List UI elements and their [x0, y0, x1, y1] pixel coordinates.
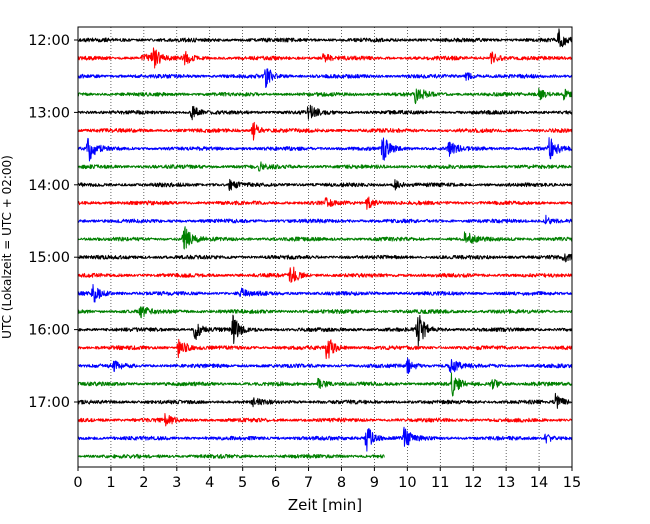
- x-tick-label: 5: [238, 475, 247, 491]
- y-tick-label: 15:00: [28, 250, 70, 266]
- trace-row: [77, 306, 573, 319]
- y-tick-label: 16:00: [28, 323, 70, 339]
- trace-row: [77, 68, 573, 88]
- x-tick-label: 4: [205, 475, 214, 491]
- plot-frame: [77, 26, 573, 468]
- x-axis-label: Zeit [min]: [288, 496, 362, 514]
- x-tick-label: 9: [370, 475, 379, 491]
- y-tick-label: 17:00: [28, 395, 70, 411]
- trace-row: [77, 87, 573, 105]
- x-tick-label: 3: [172, 475, 181, 491]
- y-tick-label: 14:00: [28, 178, 70, 194]
- x-tick-label: 11: [431, 475, 449, 491]
- trace-row: [77, 357, 573, 374]
- x-tick-label: 10: [398, 475, 416, 491]
- x-tick-label: 7: [304, 475, 313, 491]
- trace-row: [77, 372, 573, 397]
- x-tick-layer: 0 1 2 3 4 5 6 7 8 9 10 11 12 13 14 15: [73, 467, 581, 491]
- trace-row: [77, 392, 573, 409]
- trace-row: [77, 314, 573, 347]
- x-tick-label: 12: [464, 475, 482, 491]
- y-axis-label: UTC (Lokalzeit = UTC + 02:00): [0, 155, 14, 339]
- trace-row: [77, 28, 573, 48]
- x-tick-label: 1: [106, 475, 115, 491]
- trace-row: [77, 253, 573, 263]
- trace-row: [77, 338, 573, 360]
- trace-layer: [77, 28, 573, 459]
- trace-row: [77, 453, 385, 459]
- trace-row: [77, 161, 573, 172]
- y-tick-layer: 12:00 13:00 14:00 15:00 16:00 17:00: [28, 33, 78, 411]
- trace-row: [77, 226, 573, 250]
- x-tick-label: 0: [73, 475, 82, 491]
- x-tick-label: 8: [337, 475, 346, 491]
- x-tick-label: 15: [563, 475, 581, 491]
- trace-row: [77, 214, 573, 225]
- x-tick-label: 6: [271, 475, 280, 491]
- trace-row: [77, 426, 573, 452]
- x-tick-label: 13: [497, 475, 515, 491]
- trace-row: [77, 178, 573, 191]
- x-tick-label: 2: [139, 475, 148, 491]
- trace-row: [77, 47, 573, 69]
- trace-row: [77, 137, 573, 162]
- trace-row: [77, 413, 573, 427]
- x-tick-label: 14: [530, 475, 548, 491]
- grid-layer: [110, 27, 540, 467]
- trace-row: [77, 121, 573, 141]
- trace-row: [77, 284, 573, 303]
- trace-row: [77, 104, 573, 121]
- trace-row: [77, 266, 573, 283]
- y-tick-label: 13:00: [28, 105, 70, 121]
- y-tick-label: 12:00: [28, 33, 70, 49]
- trace-row: [77, 196, 573, 210]
